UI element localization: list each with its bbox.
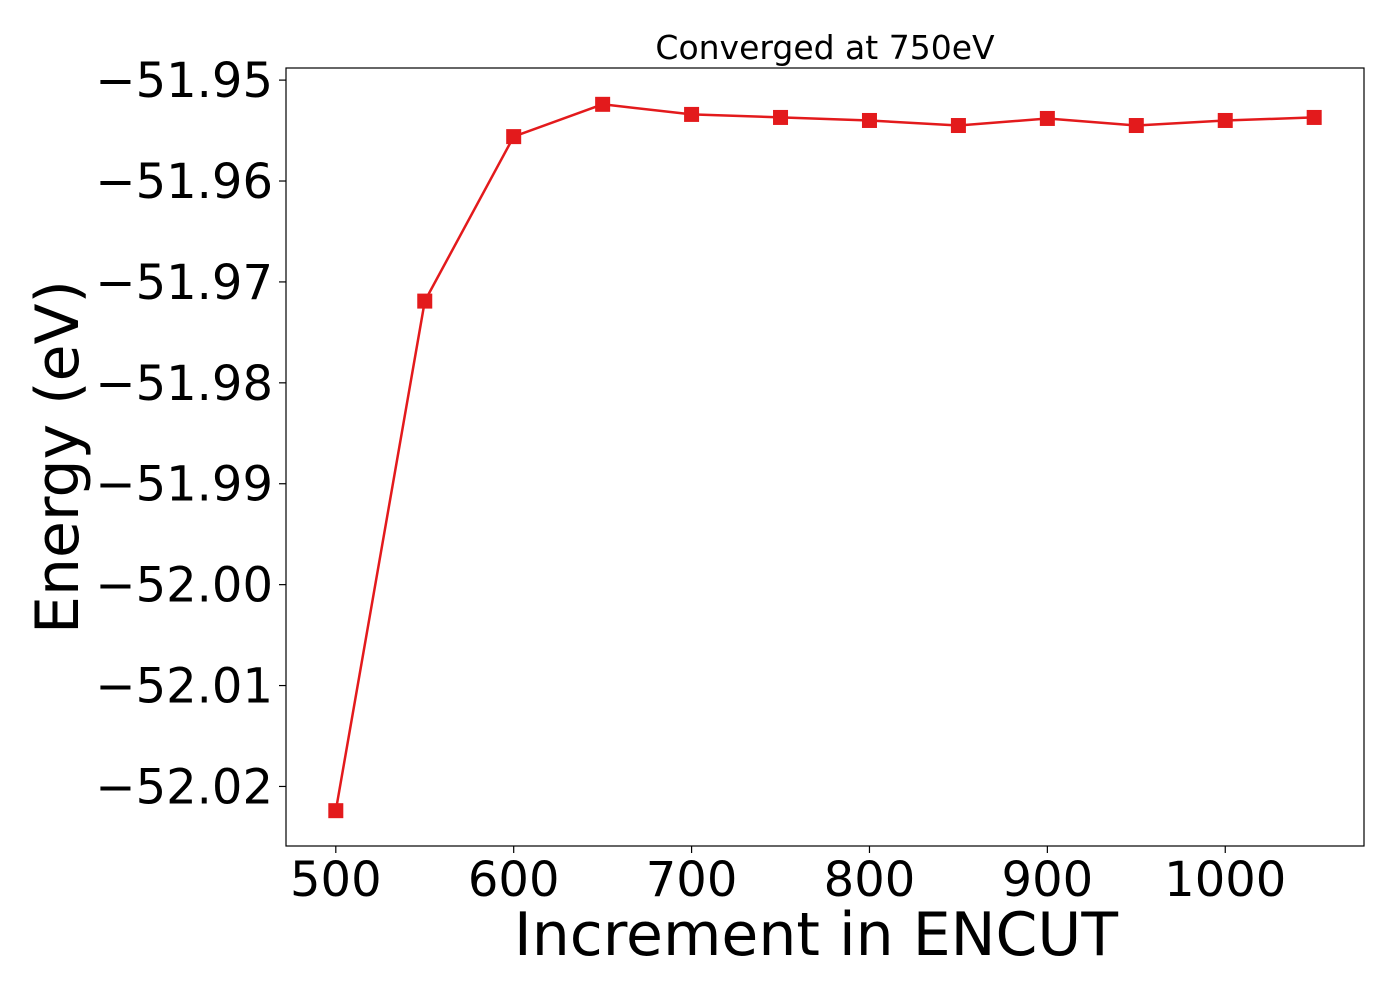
series-layer	[328, 96, 1322, 819]
data-point-marker	[1306, 109, 1322, 125]
chart-title: Converged at 750eV	[655, 28, 995, 67]
data-point-marker	[1039, 110, 1055, 126]
y-tick-label: −51.96	[95, 154, 273, 210]
data-point-marker	[861, 112, 877, 128]
data-point-marker	[1128, 118, 1144, 134]
y-axis-ticks: −51.95 −51.96 −51.97 −51.98 −51.99 −52.00 −52.…	[95, 53, 286, 815]
x-axis-label: Increment in ENCUT	[514, 900, 1118, 970]
y-axis-label: Energy (eV)	[23, 280, 93, 634]
y-tick-label: −52.00	[95, 558, 273, 614]
x-tick-label: 700	[646, 852, 738, 908]
data-point-marker	[1217, 112, 1233, 128]
y-tick-label: −51.97	[95, 255, 273, 311]
series-line	[334, 103, 1315, 811]
x-tick-label: 900	[1002, 852, 1094, 908]
data-point-marker	[595, 96, 611, 112]
x-tick-label: 1000	[1164, 852, 1286, 908]
y-tick-label: −51.95	[95, 53, 273, 109]
y-tick-label: −52.02	[95, 759, 273, 815]
x-tick-label: 800	[824, 852, 916, 908]
data-point-marker	[950, 118, 966, 134]
plot-frame	[285, 67, 1365, 847]
y-tick-label: −52.01	[95, 659, 273, 715]
data-point-marker	[506, 129, 522, 145]
y-tick-label: −51.99	[95, 457, 273, 513]
x-tick-label: 500	[290, 852, 382, 908]
y-tick-label: −51.98	[95, 356, 273, 412]
x-tick-label: 600	[468, 852, 560, 908]
data-point-marker	[773, 109, 789, 125]
x-axis-ticks: 500 600 700 800 900 1000	[290, 846, 1286, 908]
data-point-marker	[417, 293, 433, 309]
data-point-marker	[684, 106, 700, 122]
data-point-marker	[328, 803, 344, 819]
